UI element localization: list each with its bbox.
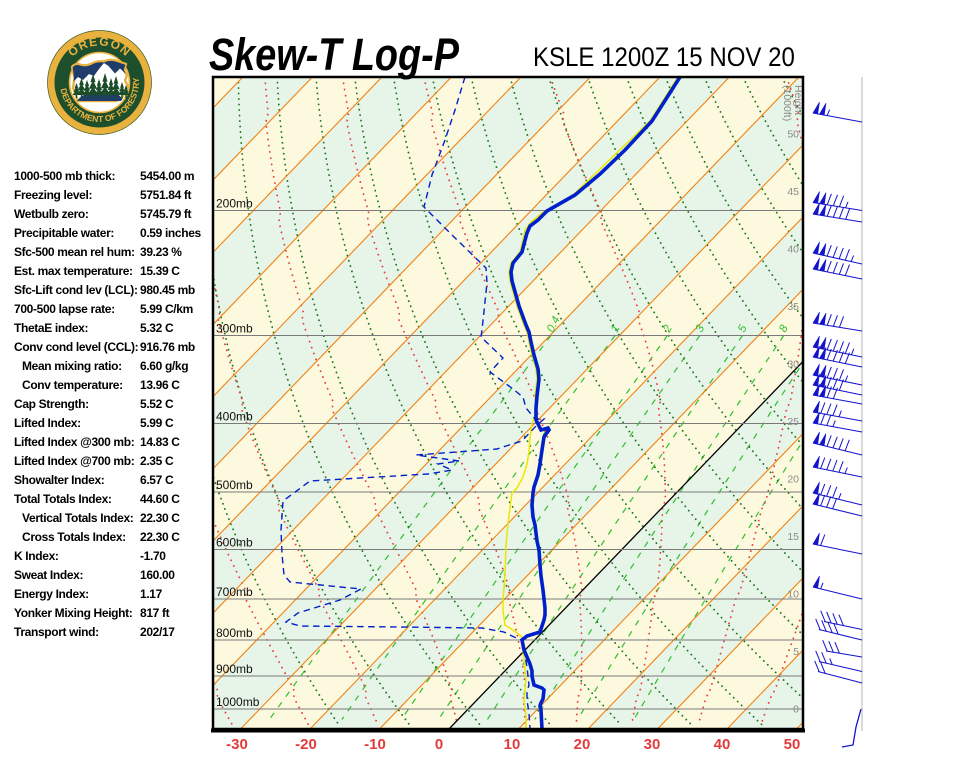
- svg-text:800mb: 800mb: [216, 626, 253, 640]
- svg-text:10: 10: [504, 736, 521, 753]
- svg-text:45: 45: [787, 186, 799, 198]
- svg-text:3: 3: [694, 323, 708, 335]
- svg-text:0: 0: [793, 704, 799, 716]
- svg-text:5: 5: [736, 323, 750, 335]
- svg-text:900mb: 900mb: [216, 662, 253, 676]
- svg-text:500mb: 500mb: [216, 478, 253, 492]
- svg-text:30: 30: [644, 736, 661, 753]
- svg-text:40: 40: [787, 244, 799, 256]
- svg-text:1: 1: [609, 323, 623, 334]
- svg-text:50: 50: [784, 736, 801, 753]
- svg-text:-30: -30: [226, 736, 248, 753]
- svg-text:20: 20: [574, 736, 591, 753]
- svg-text:-20: -20: [295, 736, 317, 753]
- svg-text:700mb: 700mb: [216, 585, 253, 599]
- svg-text:400mb: 400mb: [216, 410, 253, 424]
- svg-text:15: 15: [787, 531, 799, 543]
- svg-text:40: 40: [714, 736, 731, 753]
- svg-text:300mb: 300mb: [216, 322, 253, 336]
- svg-text:-10: -10: [364, 736, 386, 753]
- svg-text:8: 8: [777, 323, 791, 335]
- svg-text:200mb: 200mb: [216, 197, 253, 211]
- svg-text:5: 5: [793, 646, 799, 658]
- svg-text:Height: Height: [792, 85, 804, 115]
- svg-text:(1000ft): (1000ft): [781, 85, 793, 121]
- svg-text:25: 25: [787, 416, 799, 428]
- svg-text:50: 50: [787, 129, 799, 141]
- svg-text:1000mb: 1000mb: [216, 695, 260, 709]
- svg-text:600mb: 600mb: [216, 536, 253, 550]
- svg-text:10: 10: [787, 589, 799, 601]
- svg-text:30: 30: [787, 359, 799, 371]
- svg-text:20: 20: [787, 474, 799, 486]
- svg-text:0: 0: [435, 736, 443, 753]
- svg-text:35: 35: [787, 301, 799, 313]
